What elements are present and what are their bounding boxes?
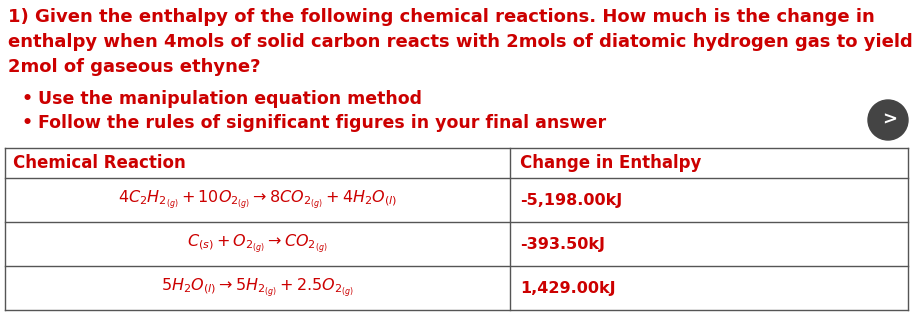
- Text: Use the manipulation equation method: Use the manipulation equation method: [38, 90, 422, 108]
- Text: >: >: [882, 111, 898, 129]
- Text: -5,198.00kJ: -5,198.00kJ: [520, 192, 622, 208]
- Text: 1) Given the enthalpy of the following chemical reactions. How much is the chang: 1) Given the enthalpy of the following c…: [8, 8, 875, 26]
- Text: -393.50kJ: -393.50kJ: [520, 237, 605, 252]
- Text: $5H_2O_{(l)} \rightarrow 5H_{2_{(g)}} + 2.5O_{2_{(g)}}$: $5H_2O_{(l)} \rightarrow 5H_{2_{(g)}} + …: [161, 276, 354, 300]
- Text: •: •: [22, 90, 33, 108]
- Text: Change in Enthalpy: Change in Enthalpy: [520, 154, 702, 172]
- Text: $4C_2H_{2_{(g)}} + 10O_{2_{(g)}} \rightarrow 8CO_{2_{(g)}} + 4H_2O_{(l)}$: $4C_2H_{2_{(g)}} + 10O_{2_{(g)}} \righta…: [118, 188, 398, 212]
- Text: Chemical Reaction: Chemical Reaction: [13, 154, 186, 172]
- Text: •: •: [22, 114, 33, 132]
- Circle shape: [868, 100, 908, 140]
- Text: Follow the rules of significant figures in your final answer: Follow the rules of significant figures …: [38, 114, 606, 132]
- Text: 2mol of gaseous ethyne?: 2mol of gaseous ethyne?: [8, 58, 260, 76]
- Text: 1,429.00kJ: 1,429.00kJ: [520, 280, 616, 295]
- Text: enthalpy when 4mols of solid carbon reacts with 2mols of diatomic hydrogen gas t: enthalpy when 4mols of solid carbon reac…: [8, 33, 912, 51]
- Text: $C_{(s)} + O_{2_{(g)}} \rightarrow CO_{2_{(g)}}$: $C_{(s)} + O_{2_{(g)}} \rightarrow CO_{2…: [187, 233, 328, 255]
